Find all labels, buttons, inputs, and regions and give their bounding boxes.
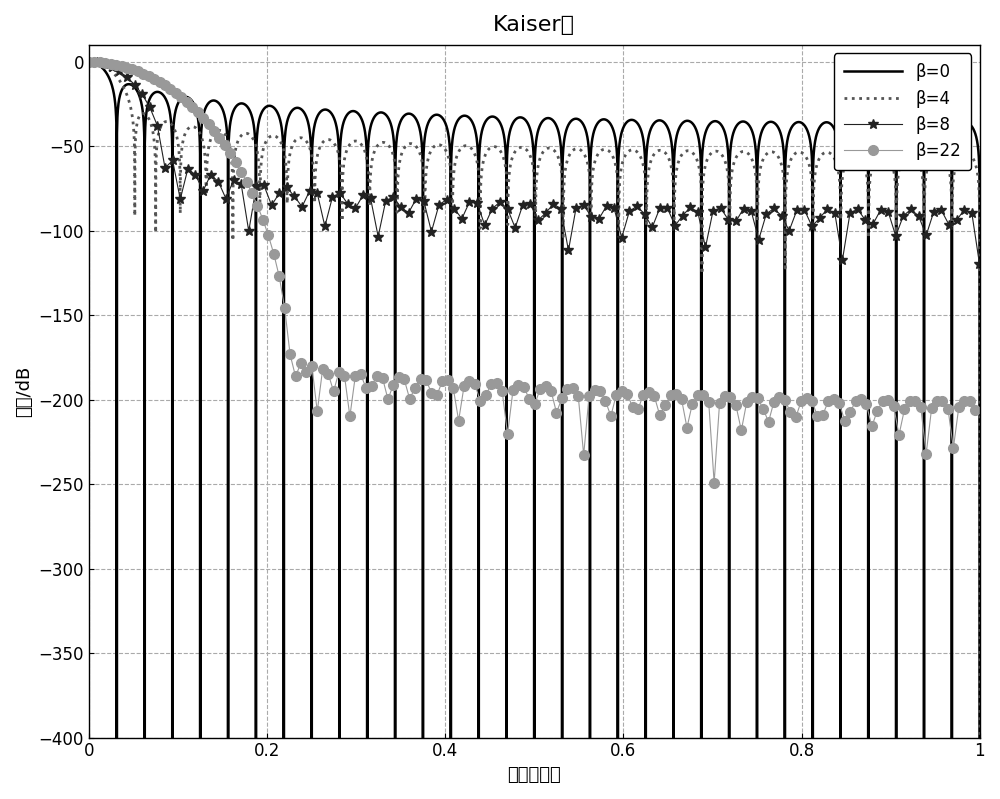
β=4 — [83, 57, 95, 66]
β=8 — [83, 57, 95, 66]
β=0 — [253, 117, 265, 127]
β=22 — [969, 405, 981, 415]
β=22 — [442, 376, 454, 385]
Line: β=0: β=0 — [89, 62, 980, 799]
β=8 — [699, 243, 711, 252]
β=4 — [483, 144, 495, 153]
β=22 — [773, 392, 785, 402]
β=22 — [219, 141, 231, 150]
β=0 — [561, 123, 573, 133]
β=4 — [851, 148, 863, 157]
X-axis label: 归一化频率: 归一化频率 — [507, 766, 561, 784]
β=22 — [735, 426, 747, 435]
β=4 — [267, 131, 279, 141]
β=0 — [83, 57, 95, 66]
Line: β=4: β=4 — [89, 62, 980, 799]
β=22 — [708, 478, 720, 487]
β=22 — [507, 386, 519, 396]
β=4 — [253, 157, 265, 166]
β=8 — [387, 192, 399, 201]
Line: β=22: β=22 — [84, 57, 980, 487]
β=22 — [931, 396, 943, 406]
β=8 — [266, 201, 278, 210]
β=0 — [851, 118, 863, 128]
β=4 — [480, 148, 492, 157]
β=0 — [481, 115, 493, 125]
β=8 — [182, 164, 194, 173]
β=0 — [483, 113, 495, 122]
β=22 — [83, 57, 95, 66]
Y-axis label: 振幅/dB: 振幅/dB — [15, 366, 33, 417]
β=0 — [267, 102, 279, 112]
Legend: β=0, β=4, β=8, β=22: β=0, β=4, β=8, β=22 — [834, 54, 971, 170]
β=8 — [768, 204, 780, 213]
Line: β=8: β=8 — [84, 57, 984, 268]
β=8 — [973, 259, 985, 268]
β=8 — [783, 226, 795, 236]
Title: Kaiser窗: Kaiser窗 — [493, 15, 575, 35]
β=4 — [561, 157, 573, 166]
